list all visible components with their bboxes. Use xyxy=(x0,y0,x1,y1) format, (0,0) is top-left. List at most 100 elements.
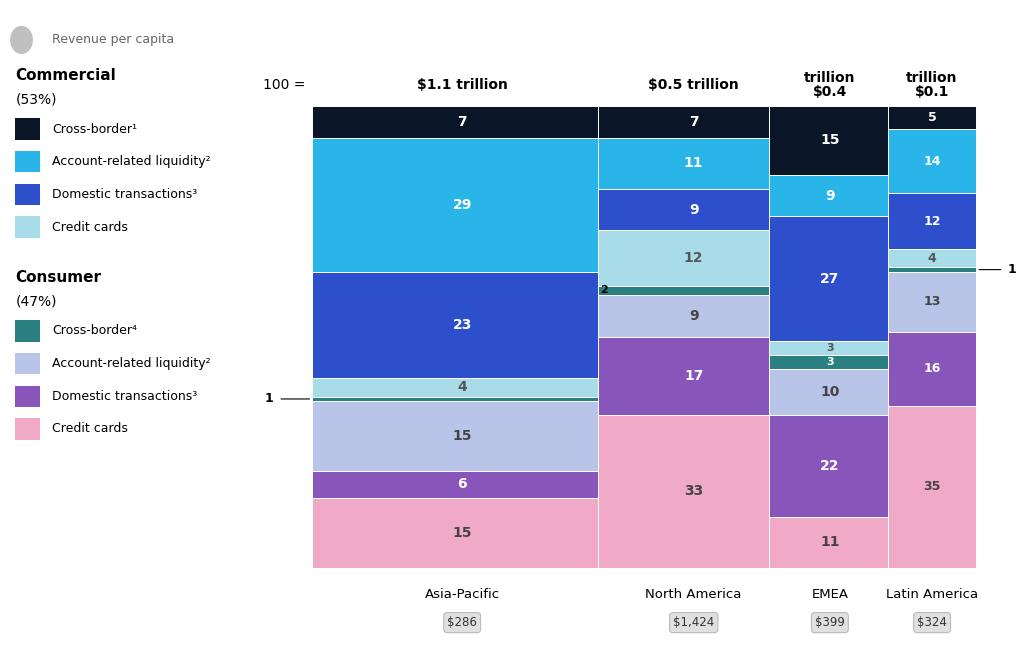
Text: 1: 1 xyxy=(1008,263,1017,276)
Text: Commercial: Commercial xyxy=(15,68,116,83)
Text: Asia-Pacific: Asia-Pacific xyxy=(425,589,500,601)
FancyBboxPatch shape xyxy=(15,151,40,172)
FancyBboxPatch shape xyxy=(15,183,40,205)
FancyBboxPatch shape xyxy=(15,385,40,407)
Text: Credit cards: Credit cards xyxy=(52,422,128,436)
Text: 1: 1 xyxy=(264,393,272,405)
Bar xyxy=(598,106,790,138)
Bar xyxy=(769,106,891,175)
Text: (47%): (47%) xyxy=(15,294,57,308)
Text: 11: 11 xyxy=(684,156,703,170)
FancyBboxPatch shape xyxy=(15,353,40,374)
Text: 15: 15 xyxy=(453,526,472,540)
Text: 16: 16 xyxy=(924,362,941,376)
Text: 4: 4 xyxy=(458,380,467,395)
Text: Cross-border⁴: Cross-border⁴ xyxy=(52,325,137,337)
Text: Cross-border¹: Cross-border¹ xyxy=(52,123,137,135)
Text: Account-related liquidity²: Account-related liquidity² xyxy=(52,357,211,370)
Text: Domestic transactions³: Domestic transactions³ xyxy=(52,188,198,201)
Bar xyxy=(312,272,612,378)
Bar xyxy=(888,193,976,249)
Ellipse shape xyxy=(10,26,33,53)
Bar xyxy=(769,355,891,369)
Text: (53%): (53%) xyxy=(15,92,57,106)
Text: 9: 9 xyxy=(689,309,698,323)
Bar xyxy=(598,189,790,230)
Text: 29: 29 xyxy=(453,198,472,212)
Text: 9: 9 xyxy=(825,189,835,203)
Text: EMEA: EMEA xyxy=(811,589,849,601)
Bar xyxy=(598,337,790,415)
Text: 3: 3 xyxy=(826,357,834,367)
Text: 13: 13 xyxy=(924,296,941,308)
Bar xyxy=(888,272,976,332)
Bar xyxy=(888,249,976,267)
Bar xyxy=(598,295,790,337)
Bar xyxy=(769,216,891,341)
Text: 35: 35 xyxy=(924,480,941,493)
Bar xyxy=(888,129,976,193)
Bar xyxy=(312,401,612,471)
FancyBboxPatch shape xyxy=(15,118,40,140)
Bar xyxy=(888,106,976,129)
Text: Revenue per capita: Revenue per capita xyxy=(52,34,174,46)
Bar xyxy=(888,332,976,406)
Bar xyxy=(598,230,790,286)
Text: 3: 3 xyxy=(826,343,834,353)
Text: $1.1 trillion: $1.1 trillion xyxy=(417,78,508,92)
FancyBboxPatch shape xyxy=(15,320,40,342)
Text: 2: 2 xyxy=(600,285,607,296)
Text: 7: 7 xyxy=(458,115,467,129)
Text: 15: 15 xyxy=(820,133,840,147)
Bar xyxy=(769,175,891,216)
Bar xyxy=(312,378,612,397)
Text: Consumer: Consumer xyxy=(15,270,101,285)
Bar xyxy=(312,106,612,138)
Text: 17: 17 xyxy=(684,369,703,383)
Bar xyxy=(888,406,976,568)
Text: 100 =: 100 = xyxy=(263,78,305,92)
Text: Credit cards: Credit cards xyxy=(52,220,128,234)
Bar xyxy=(312,138,612,272)
Bar xyxy=(598,138,790,189)
Text: North America: North America xyxy=(645,589,741,601)
Text: $0.5 trillion: $0.5 trillion xyxy=(648,78,739,92)
Bar xyxy=(769,369,891,415)
Bar xyxy=(312,397,612,401)
Text: 12: 12 xyxy=(924,214,941,228)
FancyBboxPatch shape xyxy=(15,418,40,440)
Text: 9: 9 xyxy=(689,203,698,216)
Text: 4: 4 xyxy=(928,251,936,265)
Text: $0.4: $0.4 xyxy=(813,84,847,98)
Text: 33: 33 xyxy=(684,484,703,498)
Text: 7: 7 xyxy=(689,115,698,129)
Bar xyxy=(769,415,891,517)
Bar xyxy=(598,286,790,295)
Text: Account-related liquidity²: Account-related liquidity² xyxy=(52,155,211,168)
FancyBboxPatch shape xyxy=(15,216,40,238)
Text: $1,424: $1,424 xyxy=(673,616,715,629)
Text: 22: 22 xyxy=(820,459,840,473)
Text: $399: $399 xyxy=(815,616,845,629)
Text: trillion: trillion xyxy=(906,71,957,84)
Bar xyxy=(769,341,891,355)
Text: 23: 23 xyxy=(453,318,472,332)
Text: 12: 12 xyxy=(684,251,703,265)
Text: 14: 14 xyxy=(924,154,941,168)
Text: 27: 27 xyxy=(820,272,840,286)
Text: 10: 10 xyxy=(820,385,840,399)
Text: 6: 6 xyxy=(458,477,467,492)
Text: $0.1: $0.1 xyxy=(914,84,949,98)
Bar xyxy=(312,498,612,568)
Text: trillion: trillion xyxy=(804,71,856,84)
Text: $324: $324 xyxy=(918,616,947,629)
Bar xyxy=(312,471,612,498)
Text: 15: 15 xyxy=(453,429,472,443)
Bar xyxy=(769,517,891,568)
Bar xyxy=(598,415,790,568)
Text: 11: 11 xyxy=(820,535,840,549)
Text: Domestic transactions³: Domestic transactions³ xyxy=(52,390,198,403)
Text: Latin America: Latin America xyxy=(886,589,978,601)
Text: 5: 5 xyxy=(928,111,936,123)
Bar xyxy=(888,267,976,272)
